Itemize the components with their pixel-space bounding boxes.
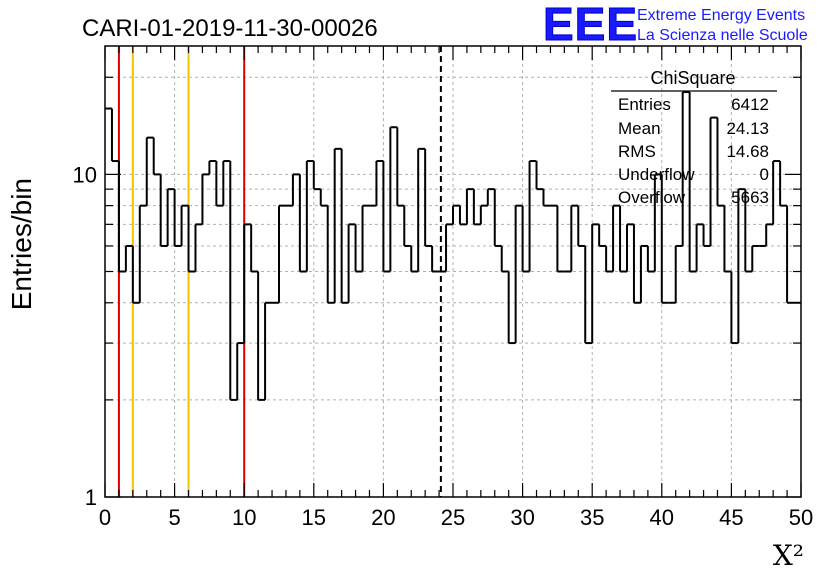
stats-value-underflow: 0 xyxy=(760,165,769,184)
x-tick-label: 0 xyxy=(99,505,111,530)
histogram xyxy=(105,91,801,401)
stats-label-mean: Mean xyxy=(618,119,661,138)
x-tick-label: 5 xyxy=(168,505,180,530)
logo-mark: EEE xyxy=(543,0,638,50)
logo-line-2: La Scienza nelle Scuole xyxy=(637,27,808,44)
stats-box: ChiSquare Entries 6412 Mean 24.13 RMS 14… xyxy=(611,68,777,207)
stats-value-mean: 24.13 xyxy=(726,119,769,138)
x-tick-label: 50 xyxy=(789,505,813,530)
x-tick-label: 10 xyxy=(232,505,256,530)
y-tick-label: 10 xyxy=(73,162,97,187)
x-tick-label: 35 xyxy=(580,505,604,530)
stats-value-entries: 6412 xyxy=(731,95,769,114)
x-tick-label: 40 xyxy=(650,505,674,530)
x-tick-label: 30 xyxy=(510,505,534,530)
chart-title: CARI-01-2019-11-30-00026 xyxy=(82,15,378,42)
x-tick-label: 20 xyxy=(371,505,395,530)
stats-title: ChiSquare xyxy=(650,68,735,88)
eee-logo: EEE Extreme Energy Events La Scienza nel… xyxy=(543,0,808,51)
stats-label-overflow: Overflow xyxy=(618,188,686,207)
axes: 0 5 10 15 20 25 30 35 40 45 50 1 10 xyxy=(73,45,813,530)
y-axis-label: Entries/bin xyxy=(6,178,37,310)
x-tick-label: 45 xyxy=(719,505,743,530)
x-tick-label: 15 xyxy=(302,505,326,530)
stats-value-overflow: 5663 xyxy=(731,188,769,207)
x-tick-label: 25 xyxy=(441,505,465,530)
logo-line-1: Extreme Energy Events xyxy=(637,7,805,24)
stats-label-underflow: Underflow xyxy=(618,165,695,184)
x-axis-label: X² xyxy=(773,539,804,572)
stats-label-entries: Entries xyxy=(618,95,671,114)
y-tick-label: 1 xyxy=(85,485,97,510)
stats-label-rms: RMS xyxy=(618,142,656,161)
stats-value-rms: 14.68 xyxy=(726,142,769,161)
